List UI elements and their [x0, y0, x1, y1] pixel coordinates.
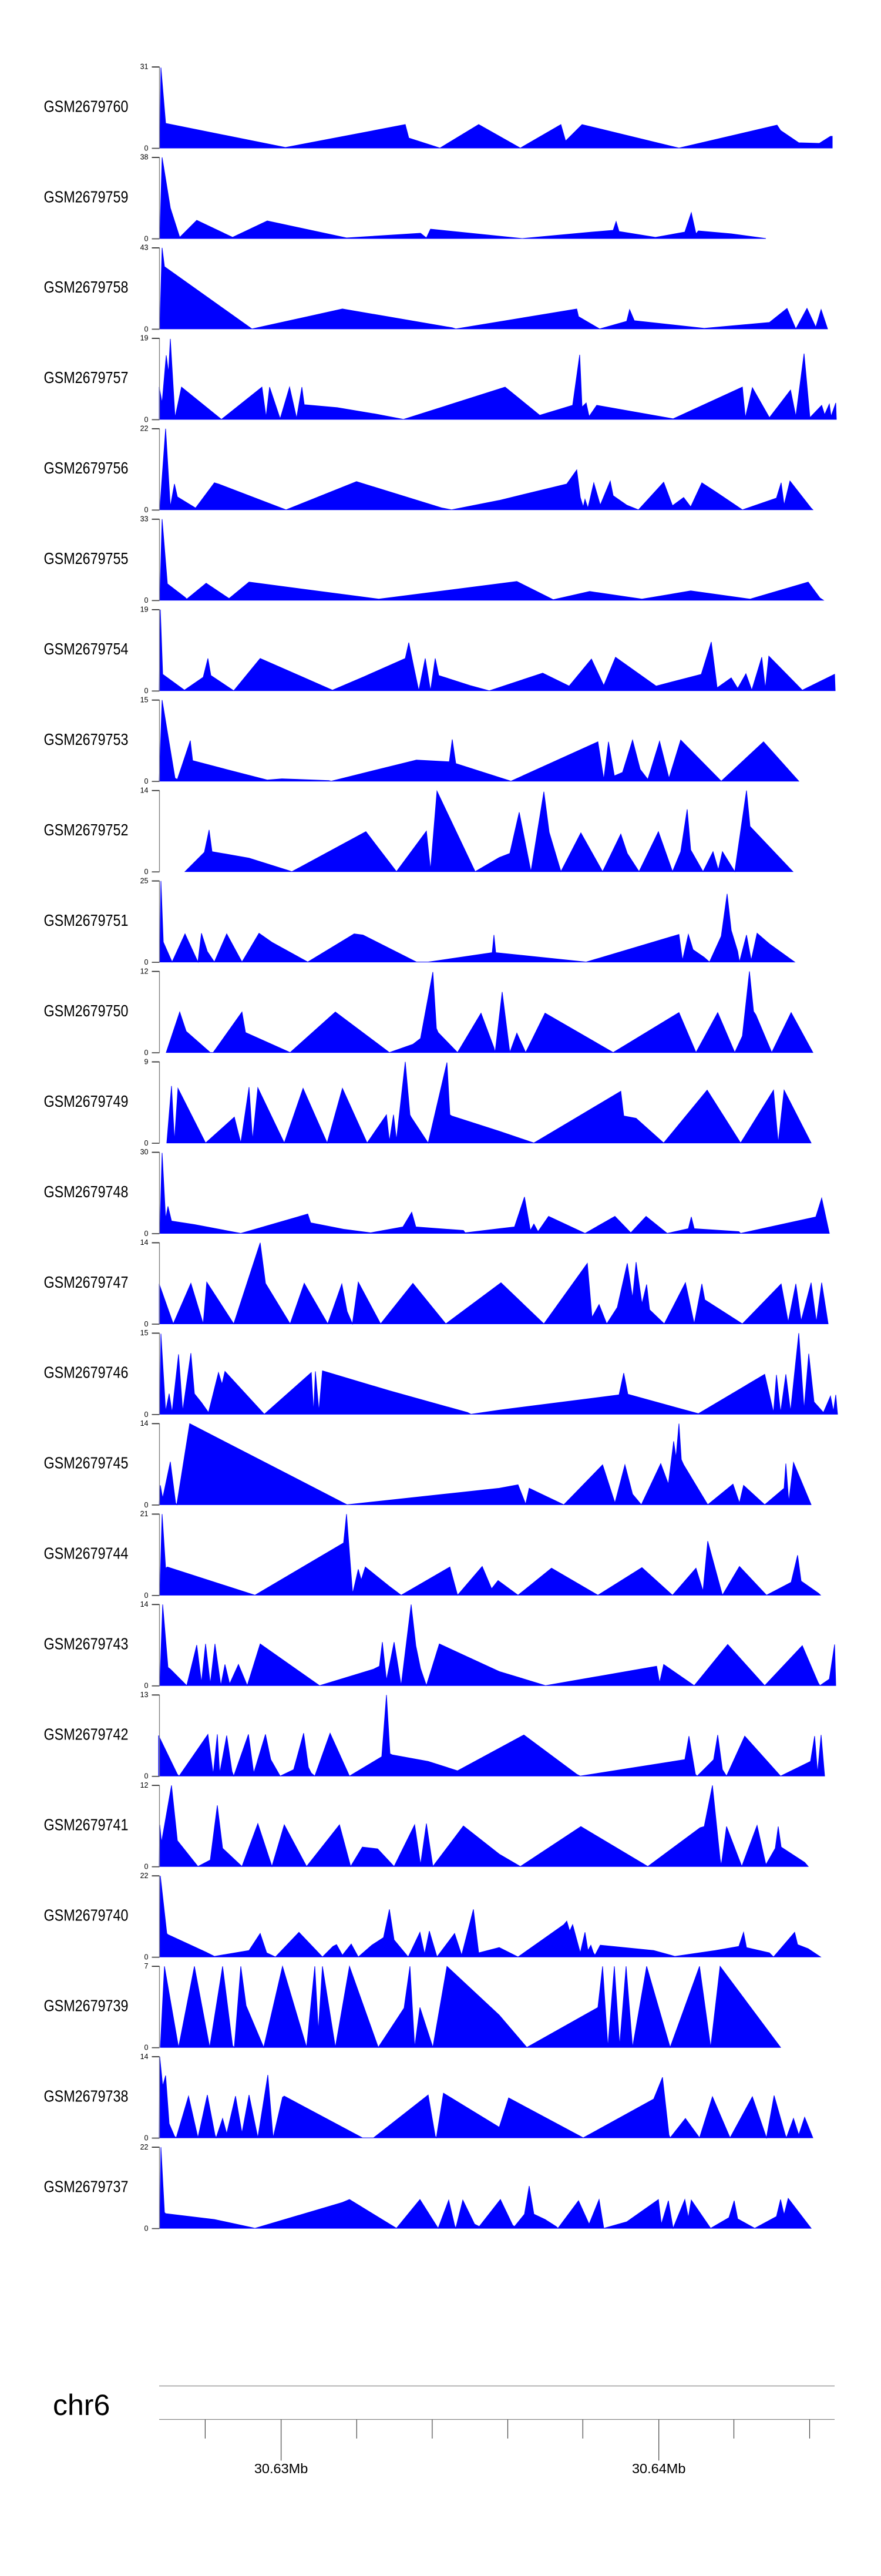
- svg-text:14: 14: [140, 1419, 149, 1428]
- svg-text:0: 0: [144, 415, 149, 424]
- svg-text:14: 14: [140, 786, 149, 794]
- svg-text:GSM2679760: GSM2679760: [44, 97, 129, 115]
- svg-text:GSM2679750: GSM2679750: [44, 1002, 129, 1020]
- svg-text:0: 0: [144, 1501, 149, 1509]
- svg-text:0: 0: [144, 1953, 149, 1962]
- svg-text:GSM2679752: GSM2679752: [44, 821, 129, 839]
- svg-text:0: 0: [144, 868, 149, 876]
- svg-text:GSM2679754: GSM2679754: [44, 640, 129, 658]
- svg-text:GSM2679740: GSM2679740: [44, 1906, 129, 1925]
- svg-text:0: 0: [144, 325, 149, 333]
- svg-text:0: 0: [144, 506, 149, 514]
- svg-text:22: 22: [140, 2143, 149, 2151]
- svg-text:GSM2679759: GSM2679759: [44, 187, 129, 206]
- svg-text:12: 12: [140, 1781, 149, 1789]
- svg-text:43: 43: [140, 244, 149, 252]
- svg-text:14: 14: [140, 2053, 149, 2061]
- svg-text:chr6: chr6: [53, 2389, 110, 2421]
- svg-text:0: 0: [144, 2044, 149, 2052]
- svg-text:GSM2679751: GSM2679751: [44, 911, 129, 929]
- svg-text:GSM2679745: GSM2679745: [44, 1454, 129, 1472]
- svg-text:13: 13: [140, 1691, 149, 1699]
- svg-text:19: 19: [140, 334, 149, 342]
- svg-text:30.63Mb: 30.63Mb: [254, 2461, 308, 2476]
- svg-text:30.64Mb: 30.64Mb: [632, 2461, 685, 2476]
- svg-text:0: 0: [144, 2225, 149, 2233]
- svg-text:0: 0: [144, 1772, 149, 1781]
- svg-text:22: 22: [140, 1872, 149, 1880]
- svg-text:0: 0: [144, 1682, 149, 1690]
- svg-text:GSM2679738: GSM2679738: [44, 2087, 129, 2105]
- svg-text:GSM2679741: GSM2679741: [44, 1816, 129, 1834]
- svg-text:14: 14: [140, 1600, 149, 1608]
- svg-text:0: 0: [144, 1049, 149, 1057]
- svg-text:12: 12: [140, 967, 149, 975]
- svg-text:GSM2679744: GSM2679744: [44, 1544, 129, 1563]
- svg-text:GSM2679739: GSM2679739: [44, 1997, 129, 2015]
- svg-text:0: 0: [144, 1863, 149, 1871]
- svg-text:0: 0: [144, 234, 149, 243]
- svg-text:21: 21: [140, 1510, 149, 1518]
- svg-text:GSM2679758: GSM2679758: [44, 278, 129, 296]
- svg-text:0: 0: [144, 1139, 149, 1147]
- svg-text:0: 0: [144, 596, 149, 604]
- svg-text:25: 25: [140, 876, 149, 885]
- svg-text:38: 38: [140, 153, 149, 162]
- svg-text:0: 0: [144, 777, 149, 785]
- svg-text:15: 15: [140, 1329, 149, 1337]
- svg-text:9: 9: [144, 1057, 149, 1066]
- svg-text:0: 0: [144, 958, 149, 966]
- svg-text:GSM2679746: GSM2679746: [44, 1363, 129, 1382]
- svg-text:GSM2679747: GSM2679747: [44, 1273, 129, 1291]
- svg-text:30: 30: [140, 1148, 149, 1156]
- svg-text:GSM2679743: GSM2679743: [44, 1635, 129, 1653]
- svg-text:0: 0: [144, 687, 149, 695]
- svg-text:7: 7: [144, 1962, 149, 1970]
- svg-text:GSM2679757: GSM2679757: [44, 368, 129, 387]
- svg-text:0: 0: [144, 1410, 149, 1419]
- svg-text:0: 0: [144, 1591, 149, 1600]
- svg-text:0: 0: [144, 1230, 149, 1238]
- svg-text:0: 0: [144, 1320, 149, 1328]
- svg-text:33: 33: [140, 515, 149, 523]
- svg-text:22: 22: [140, 425, 149, 433]
- svg-text:0: 0: [144, 144, 149, 152]
- svg-text:GSM2679737: GSM2679737: [44, 2177, 129, 2195]
- svg-text:19: 19: [140, 606, 149, 614]
- svg-text:15: 15: [140, 696, 149, 704]
- svg-text:GSM2679742: GSM2679742: [44, 1725, 129, 1744]
- svg-text:GSM2679756: GSM2679756: [44, 459, 129, 477]
- svg-text:GSM2679748: GSM2679748: [44, 1183, 129, 1201]
- svg-text:0: 0: [144, 2134, 149, 2142]
- svg-text:GSM2679753: GSM2679753: [44, 730, 129, 748]
- svg-text:GSM2679749: GSM2679749: [44, 1092, 129, 1110]
- svg-text:31: 31: [140, 63, 149, 71]
- svg-text:14: 14: [140, 1238, 149, 1247]
- svg-text:GSM2679755: GSM2679755: [44, 549, 129, 567]
